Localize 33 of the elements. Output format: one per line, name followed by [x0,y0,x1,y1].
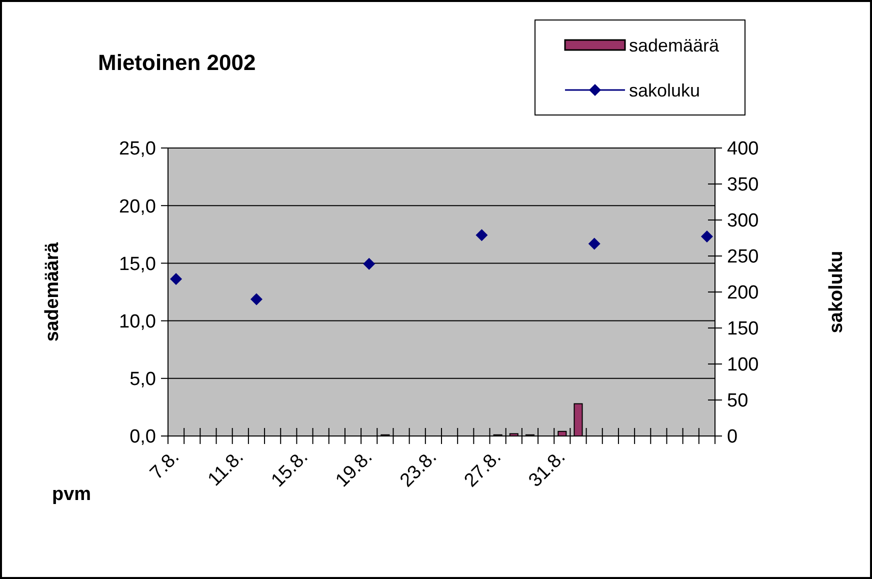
chart-title: Mietoinen 2002 [98,50,256,75]
point [170,273,182,286]
legend-label: sademäärä [629,35,720,56]
y-tick-label: 20,0 [119,196,156,218]
point [363,258,376,270]
x-tick-label: 7.8. [146,446,184,484]
y2-tick-label: 350 [727,174,759,196]
y-tick-label: 10,0 [119,311,156,332]
y-tick-label: 0,0 [130,426,156,448]
point [476,229,488,242]
y-tick-label: 15,0 [119,254,156,275]
y2-tick-label: 150 [727,318,759,340]
bar [574,403,583,436]
y2-tick-label: 300 [727,210,759,232]
x-tick-label: 11.8. [204,446,248,490]
legend-label: sakoluku [629,80,700,100]
y2-tick-label: 400 [727,138,759,160]
y-tick-label: 5,0 [130,369,156,390]
point [250,293,262,306]
y2-tick-label: 250 [727,246,759,268]
y2-tick-label: 200 [727,282,759,304]
x-tick-label: 31.8. [524,446,570,492]
point [700,230,713,243]
y-tick-label: 25,0 [119,138,156,160]
y-axis-title: sademäärä [42,242,63,342]
y2-axis-title: sakoluku [826,250,847,334]
y2-tick-label: 0 [727,426,738,448]
x-axis-title: pvm [52,484,92,505]
y2-tick-label: 100 [727,354,759,376]
y2-tick-label: 50 [727,390,748,412]
bar [558,430,567,436]
bar [509,433,518,436]
point [588,238,600,250]
